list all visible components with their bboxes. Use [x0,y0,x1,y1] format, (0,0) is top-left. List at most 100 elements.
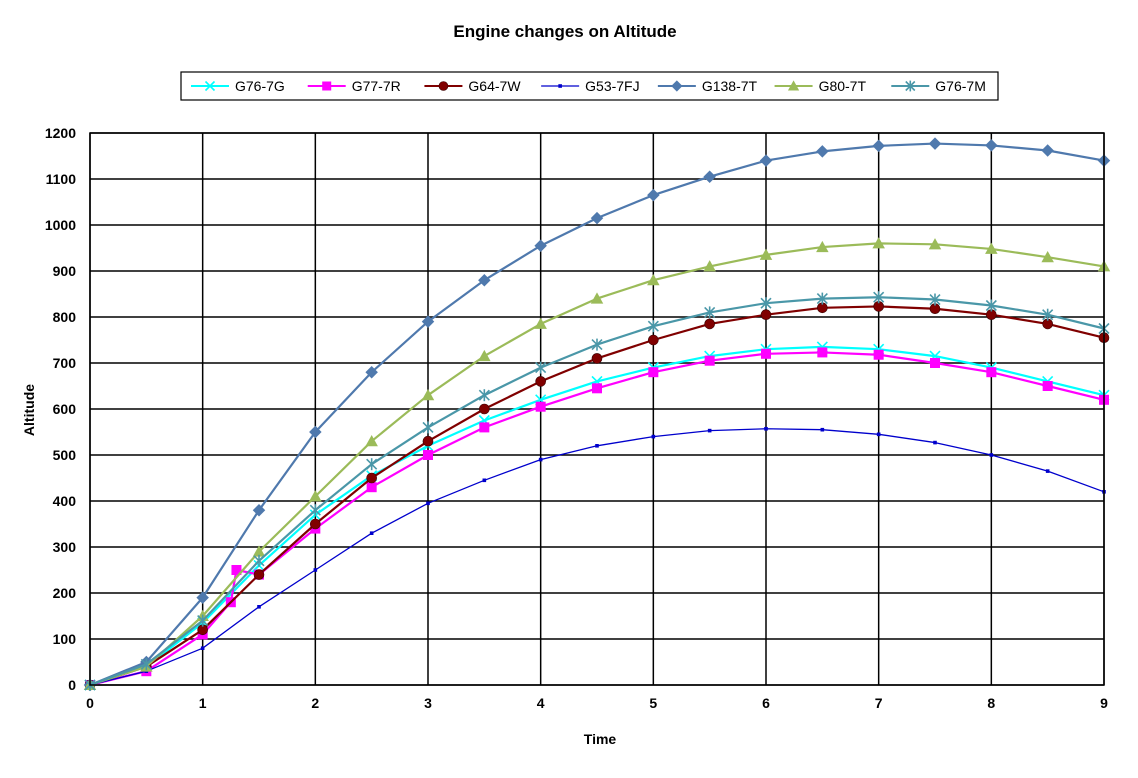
y-tick-label: 1100 [46,171,77,187]
x-axis-title: Time [584,731,617,747]
legend-item-g76-7m: G76-7M [891,78,986,94]
data-point [253,569,265,580]
data-point [1042,381,1053,391]
data-point [760,297,772,310]
x-tick-label: 2 [311,695,319,711]
data-point [1041,144,1054,157]
data-point [196,591,209,604]
data-point [534,239,547,252]
legend-label: G80-7T [819,78,867,94]
legend-label: G64-7W [468,78,521,94]
series-g53-7fj [88,426,1106,687]
data-point [197,614,209,627]
data-point [759,154,773,167]
data-point [759,248,773,260]
data-point [595,444,599,448]
data-point [252,545,266,557]
legend-item-g64-7w: G64-7W [424,78,521,94]
data-point [231,565,242,575]
data-point [310,518,321,530]
data-point [479,422,490,433]
data-point [534,317,547,329]
legend-item-g77-7r: G77-7R [307,78,401,94]
data-point [200,646,205,650]
data-point [707,428,712,433]
data-point [252,503,266,517]
y-tick-label: 1000 [45,217,76,233]
data-point [140,658,152,671]
x-tick-label: 5 [649,695,657,711]
data-point [648,367,659,378]
data-point [590,292,604,304]
data-point [787,80,800,91]
data-point [204,80,216,92]
data-point [590,211,604,225]
data-point [873,291,885,304]
data-point [816,145,829,158]
series-line [89,345,1105,687]
data-point [366,482,377,493]
data-point [704,318,715,330]
data-point [535,401,546,412]
x-tick-label: 4 [537,695,545,711]
data-point [322,81,332,91]
data-point [872,139,885,153]
data-point [703,170,716,183]
y-tick-label: 1200 [45,125,76,141]
chart-title: Engine changes on Altitude [453,22,676,41]
data-point [764,426,768,431]
y-tick-label: 800 [53,309,77,325]
y-tick-label: 100 [53,631,77,647]
data-point [929,293,941,306]
x-tick-label: 6 [762,695,770,711]
data-point [591,353,603,364]
series-g76-7g [84,341,1110,691]
data-point [421,315,435,328]
data-point [985,139,998,152]
y-axis-title: Altitude [21,384,37,436]
data-point [985,242,998,254]
y-tick-label: 500 [53,447,77,463]
y-tick-label: 0 [68,677,76,693]
y-axis-ticks: 0 100 200 300 400 500 600 700 800 900 1000 1100 1200 [45,125,76,693]
data-point [651,434,656,439]
data-point [703,260,716,272]
legend-label: G76-7M [935,78,986,94]
y-tick-label: 200 [53,585,77,601]
data-point [558,84,562,88]
data-point [928,137,942,150]
data-point [1045,469,1050,473]
data-point [817,347,828,358]
data-point [309,425,322,439]
data-point [820,427,825,432]
series-g76-7m [84,291,1110,691]
x-tick-label: 0 [86,695,94,711]
data-point [366,472,377,484]
data-point [933,440,937,445]
data-point [760,309,772,321]
series-group [83,137,1111,692]
data-point [253,554,265,567]
legend-label: G138-7T [702,78,758,94]
data-point [985,299,997,312]
data-point [438,81,449,91]
data-point [761,348,771,359]
data-point [647,273,660,286]
data-point [423,450,433,460]
y-tick-label: 600 [53,401,77,417]
data-point [478,389,490,402]
data-point [592,383,602,394]
plot-frame [89,132,1105,686]
data-point [648,334,659,346]
y-tick-label: 700 [53,355,77,371]
series-g64-7w [84,301,1110,691]
data-point [816,240,829,253]
legend-item-g138-7t: G138-7T [657,78,758,94]
x-axis-ticks: 0 1 2 3 4 5 6 7 8 9 [86,695,1108,711]
data-point [989,453,994,457]
x-tick-label: 9 [1100,695,1108,711]
data-point [873,349,884,360]
data-point [647,320,659,333]
